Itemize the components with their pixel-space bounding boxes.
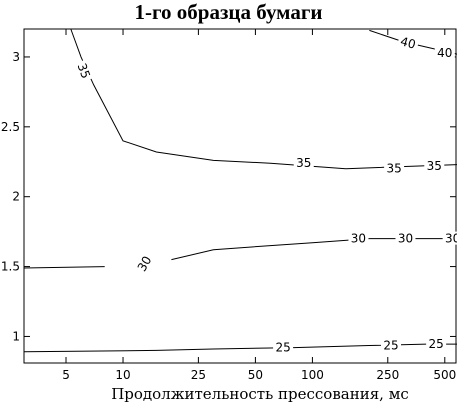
contour-label-bg bbox=[395, 231, 416, 245]
contour-label-30: 30 bbox=[445, 232, 457, 246]
contour-label-35: 35 bbox=[296, 156, 311, 170]
contour-label-25: 25 bbox=[428, 337, 443, 351]
contour-label-bg bbox=[442, 231, 457, 245]
contour-label-25: 25 bbox=[275, 341, 290, 355]
contour-label-30: 30 bbox=[351, 232, 366, 246]
contour-label-bg bbox=[426, 337, 447, 351]
x-tick-label: 100 bbox=[301, 368, 324, 382]
contour-label-bg bbox=[424, 158, 445, 172]
contour-label-bg bbox=[434, 45, 455, 59]
y-tick-label: 3 bbox=[12, 50, 20, 64]
y-tick-label: 1.5 bbox=[1, 260, 20, 274]
contour-label-bg bbox=[396, 33, 420, 52]
contour-label-35: 35 bbox=[427, 159, 442, 173]
y-tick-label: 1 bbox=[12, 329, 20, 343]
contour-label-bg bbox=[381, 338, 402, 352]
y-tick-label: 2.5 bbox=[1, 120, 20, 134]
contour-label-30: 30 bbox=[135, 254, 155, 274]
x-tick-label: 50 bbox=[248, 368, 263, 382]
contour-label-25: 25 bbox=[383, 339, 398, 353]
x-tick-label: 5 bbox=[62, 368, 70, 382]
contour-label-35: 35 bbox=[75, 61, 93, 80]
contour-label-40: 40 bbox=[399, 34, 417, 51]
contour-label-bg bbox=[133, 251, 155, 276]
chart-title: 1-го образца бумаги bbox=[134, 0, 323, 24]
contour-label-35: 35 bbox=[386, 162, 401, 176]
contour-line-30 bbox=[23, 266, 105, 269]
y-tick-label: 2 bbox=[12, 190, 20, 204]
contour-label-bg bbox=[293, 156, 314, 170]
x-tick-label: 25 bbox=[191, 368, 206, 382]
x-tick-label: 10 bbox=[115, 368, 130, 382]
x-tick-label: 500 bbox=[433, 368, 456, 382]
plot-frame bbox=[23, 28, 457, 364]
contour-label-40: 40 bbox=[437, 46, 452, 60]
contour-label-bg bbox=[273, 340, 294, 354]
x-axis-label: Продолжительность прессования, мс bbox=[111, 385, 409, 403]
contour-label-30: 30 bbox=[398, 232, 413, 246]
contour-line-30 bbox=[171, 238, 457, 261]
contour-label-bg bbox=[74, 59, 94, 83]
x-tick-label: 250 bbox=[376, 368, 399, 382]
contour-line-35 bbox=[70, 28, 457, 170]
contour-label-bg bbox=[348, 231, 369, 245]
contour-label-bg bbox=[384, 161, 405, 175]
